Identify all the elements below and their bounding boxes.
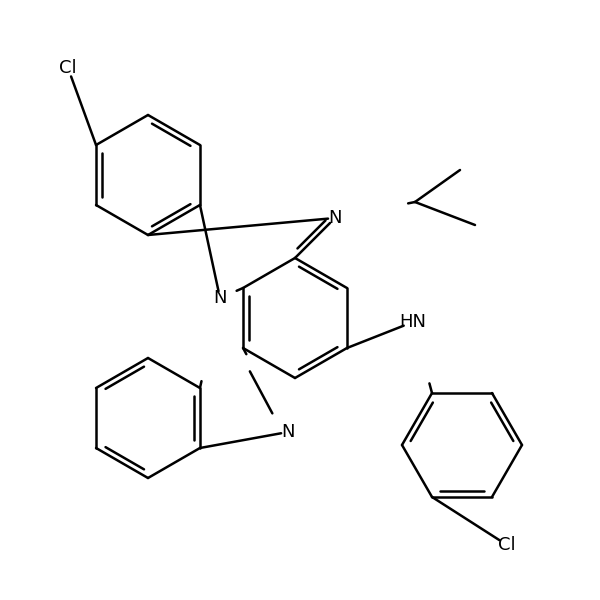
Text: Cl: Cl: [59, 59, 77, 77]
Text: N: N: [328, 209, 342, 227]
Text: N: N: [213, 289, 227, 307]
Text: Cl: Cl: [498, 536, 516, 554]
Text: HN: HN: [400, 313, 427, 331]
Text: N: N: [281, 423, 295, 441]
